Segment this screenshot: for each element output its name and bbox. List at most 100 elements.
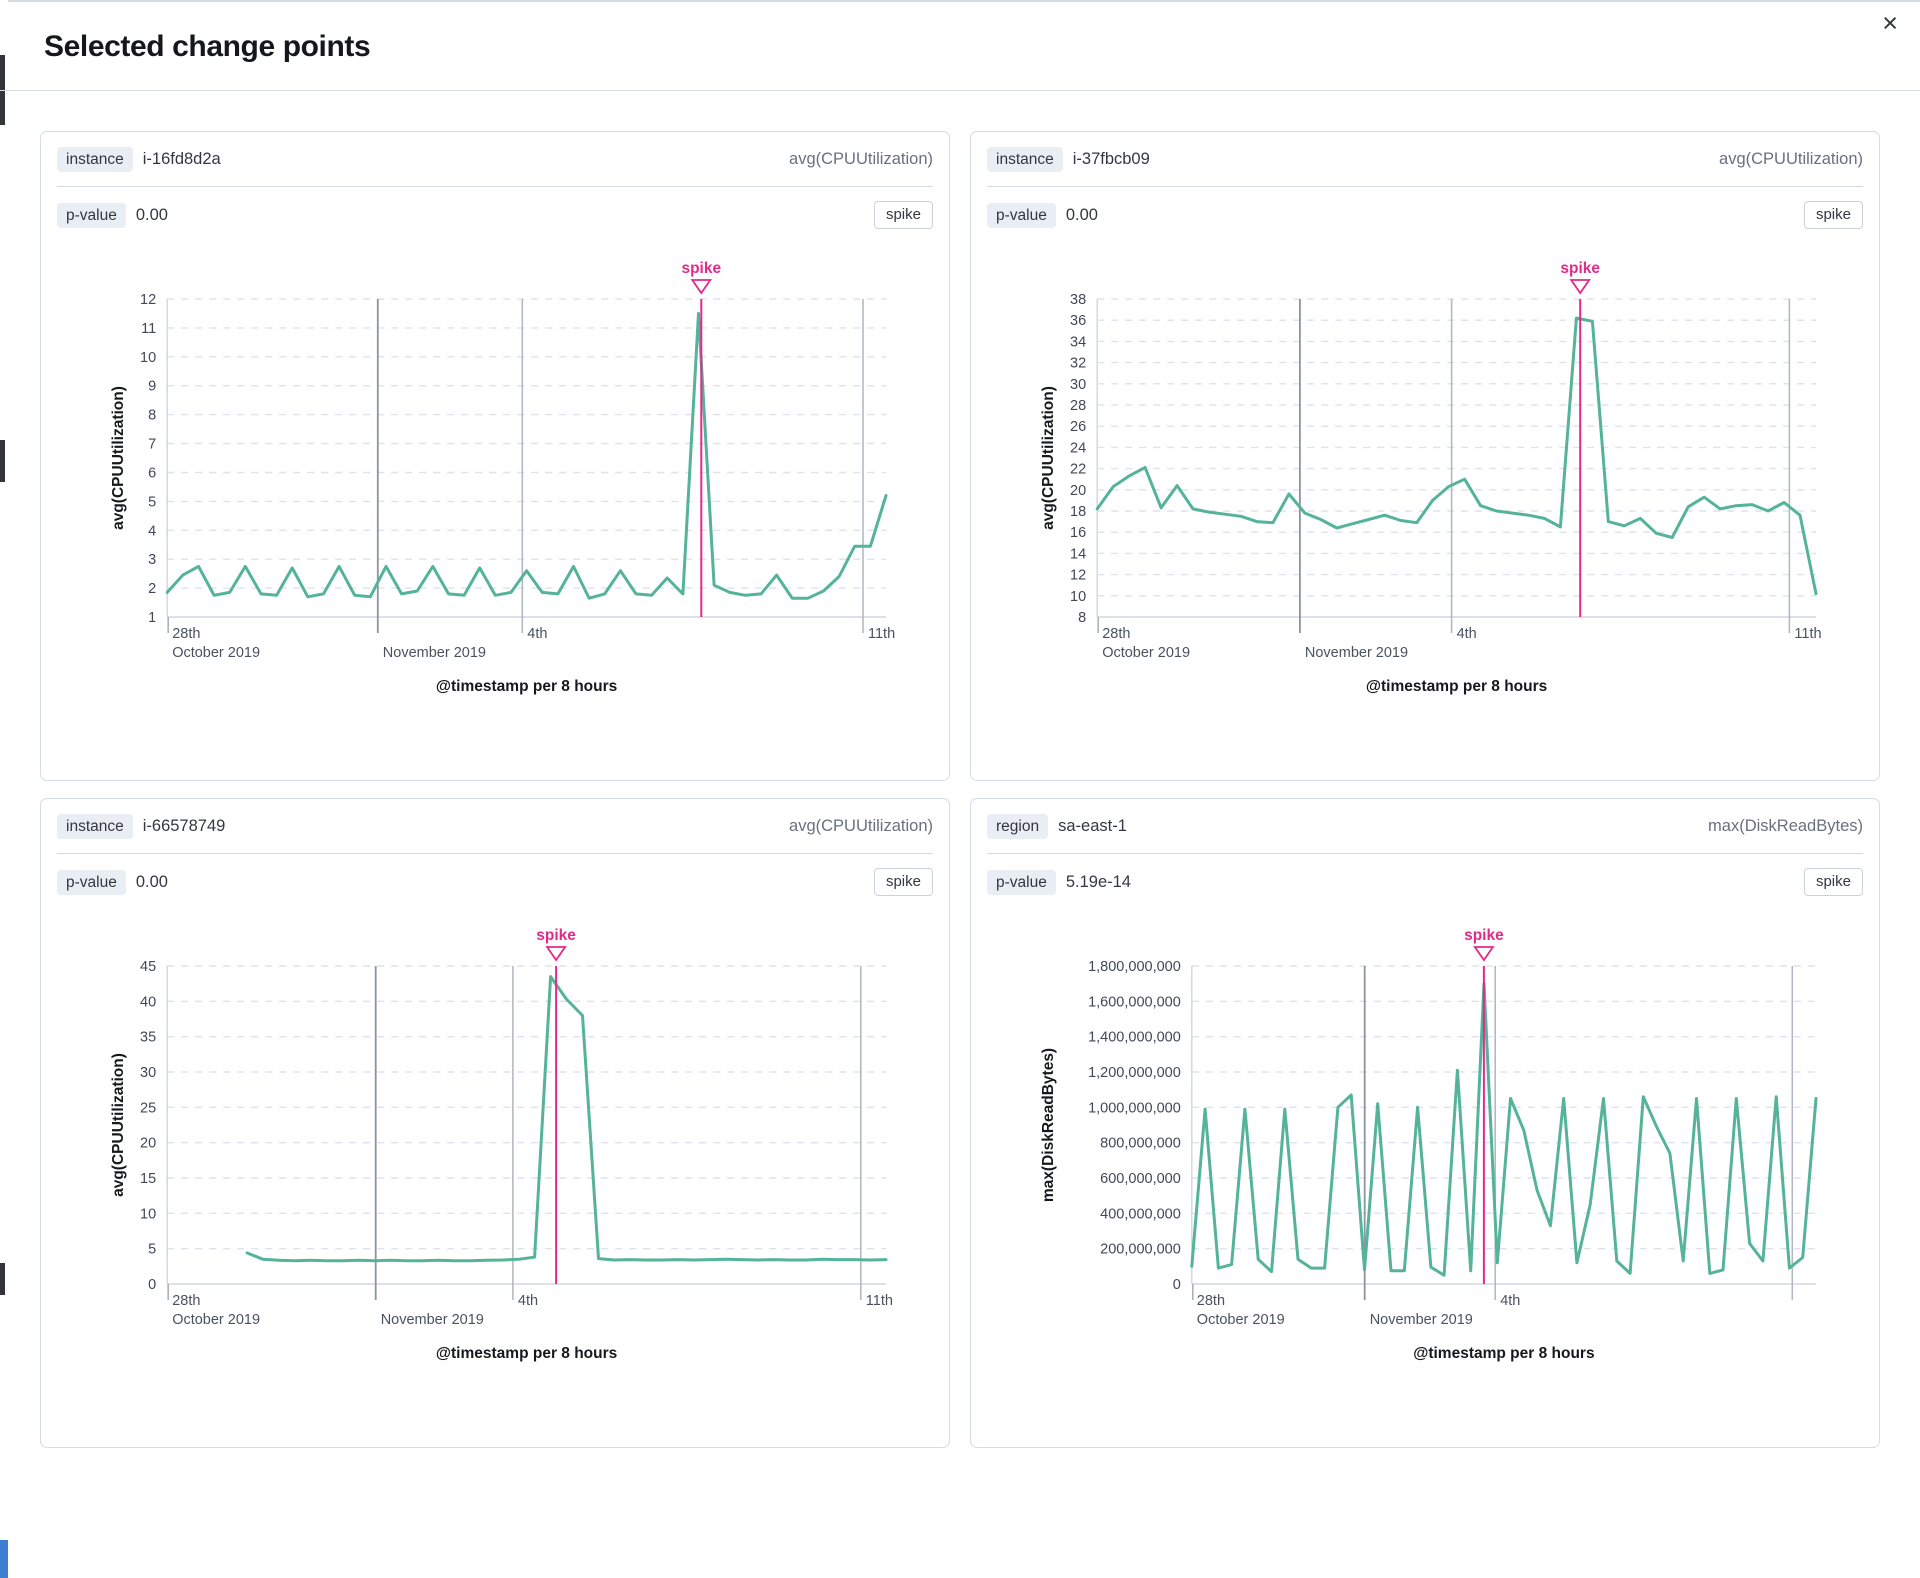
svg-text:2: 2 xyxy=(148,581,156,597)
svg-text:11th: 11th xyxy=(866,1293,893,1309)
panel-header: instance i-16fd8d2a avg(CPUUtilization) xyxy=(57,132,933,187)
svg-text:8: 8 xyxy=(1078,610,1086,626)
svg-text:October 2019: October 2019 xyxy=(172,1312,260,1328)
change-point-panel: instance i-66578749 avg(CPUUtilization) … xyxy=(40,798,950,1448)
modal-header: Selected change points × xyxy=(0,0,1920,91)
split-field-value: sa-east-1 xyxy=(1058,817,1127,835)
svg-text:1: 1 xyxy=(148,610,156,626)
change-point-chart[interactable]: 8 10 12 14 16 18 20 22 24 26 28 30 32 34 36 38 28th Octob… xyxy=(987,243,1863,711)
svg-text:600,000,000: 600,000,000 xyxy=(1100,1171,1181,1187)
svg-text:10: 10 xyxy=(140,350,156,366)
svg-text:26: 26 xyxy=(1070,419,1086,435)
svg-text:11th: 11th xyxy=(1794,626,1821,642)
change-point-chart[interactable]: 0 5 10 15 20 25 30 35 40 45 28th October 2019 Novemb… xyxy=(57,910,933,1378)
svg-text:28: 28 xyxy=(1070,398,1086,414)
svg-text:10: 10 xyxy=(140,1206,156,1222)
svg-text:7: 7 xyxy=(148,437,156,453)
change-type-badge: spike xyxy=(1803,201,1863,229)
svg-text:36: 36 xyxy=(1070,313,1086,329)
svg-text:800,000,000: 800,000,000 xyxy=(1100,1136,1181,1152)
svg-text:45: 45 xyxy=(140,959,156,975)
split-field-value: i-16fd8d2a xyxy=(142,150,221,168)
svg-text:15: 15 xyxy=(140,1171,156,1187)
svg-text:11: 11 xyxy=(141,321,156,337)
panel-subheader: p-value 5.19e-14 spike xyxy=(987,854,1863,904)
svg-text:28th: 28th xyxy=(172,1293,200,1309)
change-point-chart[interactable]: 1 2 3 4 5 6 7 8 9 10 11 12 28th October 2019 November … xyxy=(57,243,933,711)
svg-text:14: 14 xyxy=(1070,546,1086,562)
svg-text:spike: spike xyxy=(1464,927,1504,944)
svg-text:@timestamp per 8 hours: @timestamp per 8 hours xyxy=(1413,1345,1594,1362)
close-button[interactable]: × xyxy=(1882,10,1898,37)
svg-text:0: 0 xyxy=(148,1277,156,1293)
metric-label: avg(CPUUtilization) xyxy=(789,817,933,835)
svg-text:October 2019: October 2019 xyxy=(172,645,260,661)
panel-subheader: p-value 0.00 spike xyxy=(57,854,933,904)
p-value: 5.19e-14 xyxy=(1065,872,1131,891)
svg-text:28th: 28th xyxy=(172,626,200,642)
p-value-badge: p-value xyxy=(57,869,126,895)
change-point-chart[interactable]: 0 200,000,000 400,000,000 600,000,000 800,00… xyxy=(987,910,1863,1378)
split-field-badge: instance xyxy=(987,147,1063,172)
svg-text:November 2019: November 2019 xyxy=(383,645,486,661)
change-type-badge: spike xyxy=(873,201,933,229)
svg-text:avg(CPUUtilization): avg(CPUUtilization) xyxy=(110,386,127,530)
p-value-badge: p-value xyxy=(57,202,126,228)
svg-text:1,000,000,000: 1,000,000,000 xyxy=(1088,1100,1181,1116)
change-point-panel: region sa-east-1 max(DiskReadBytes) p-va… xyxy=(970,798,1880,1448)
svg-text:November 2019: November 2019 xyxy=(381,1312,484,1328)
panel-subheader: p-value 0.00 spike xyxy=(987,187,1863,237)
svg-text:5: 5 xyxy=(148,1242,156,1258)
svg-text:@timestamp per 8 hours: @timestamp per 8 hours xyxy=(436,678,617,695)
p-value: 0.00 xyxy=(135,872,168,891)
svg-text:4th: 4th xyxy=(1457,626,1477,642)
split-field-badge: instance xyxy=(57,814,133,839)
svg-text:max(DiskReadBytes): max(DiskReadBytes) xyxy=(1040,1048,1057,1202)
svg-text:12: 12 xyxy=(1070,568,1086,584)
metric-label: avg(CPUUtilization) xyxy=(1719,150,1863,168)
svg-text:@timestamp per 8 hours: @timestamp per 8 hours xyxy=(436,1345,617,1362)
split-field-value: i-66578749 xyxy=(142,817,226,835)
p-value: 0.00 xyxy=(135,205,168,224)
svg-text:40: 40 xyxy=(140,994,156,1010)
svg-text:spike: spike xyxy=(1560,260,1600,277)
svg-text:22: 22 xyxy=(1070,462,1086,478)
page-top-divider xyxy=(8,0,1920,2)
svg-text:3: 3 xyxy=(148,552,156,568)
panel-subheader: p-value 0.00 spike xyxy=(57,187,933,237)
svg-text:4th: 4th xyxy=(527,626,547,642)
split-field-value: i-37fbcb09 xyxy=(1072,150,1150,168)
svg-text:16: 16 xyxy=(1070,525,1086,541)
panel-header: instance i-66578749 avg(CPUUtilization) xyxy=(57,799,933,854)
svg-text:38: 38 xyxy=(1070,292,1086,308)
svg-text:35: 35 xyxy=(140,1030,156,1046)
svg-text:30: 30 xyxy=(1070,377,1086,393)
background-page-fragment-blue xyxy=(0,1540,8,1578)
svg-text:@timestamp per 8 hours: @timestamp per 8 hours xyxy=(1366,678,1547,695)
svg-text:spike: spike xyxy=(536,927,576,944)
svg-text:4th: 4th xyxy=(518,1293,538,1309)
svg-text:28th: 28th xyxy=(1197,1293,1225,1309)
svg-text:28th: 28th xyxy=(1102,626,1130,642)
svg-text:4th: 4th xyxy=(1500,1293,1520,1309)
svg-text:32: 32 xyxy=(1070,356,1086,372)
svg-text:12: 12 xyxy=(140,292,156,308)
split-field-badge: instance xyxy=(57,147,133,172)
svg-text:1,200,000,000: 1,200,000,000 xyxy=(1088,1065,1181,1081)
svg-text:25: 25 xyxy=(140,1100,156,1116)
svg-text:18: 18 xyxy=(1070,504,1086,520)
svg-text:6: 6 xyxy=(148,466,156,482)
svg-text:1,400,000,000: 1,400,000,000 xyxy=(1088,1030,1181,1046)
change-type-badge: spike xyxy=(873,868,933,896)
page-title: Selected change points xyxy=(44,30,371,63)
change-point-panel: instance i-16fd8d2a avg(CPUUtilization) … xyxy=(40,131,950,781)
svg-text:8: 8 xyxy=(148,408,156,424)
svg-text:10: 10 xyxy=(1070,589,1086,605)
svg-text:9: 9 xyxy=(148,379,156,395)
change-points-grid: instance i-16fd8d2a avg(CPUUtilization) … xyxy=(40,131,1880,1448)
split-field-badge: region xyxy=(987,814,1049,839)
p-value: 0.00 xyxy=(1065,205,1098,224)
svg-text:avg(CPUUtilization): avg(CPUUtilization) xyxy=(110,1053,127,1197)
svg-text:20: 20 xyxy=(140,1136,156,1152)
p-value-badge: p-value xyxy=(987,202,1056,228)
